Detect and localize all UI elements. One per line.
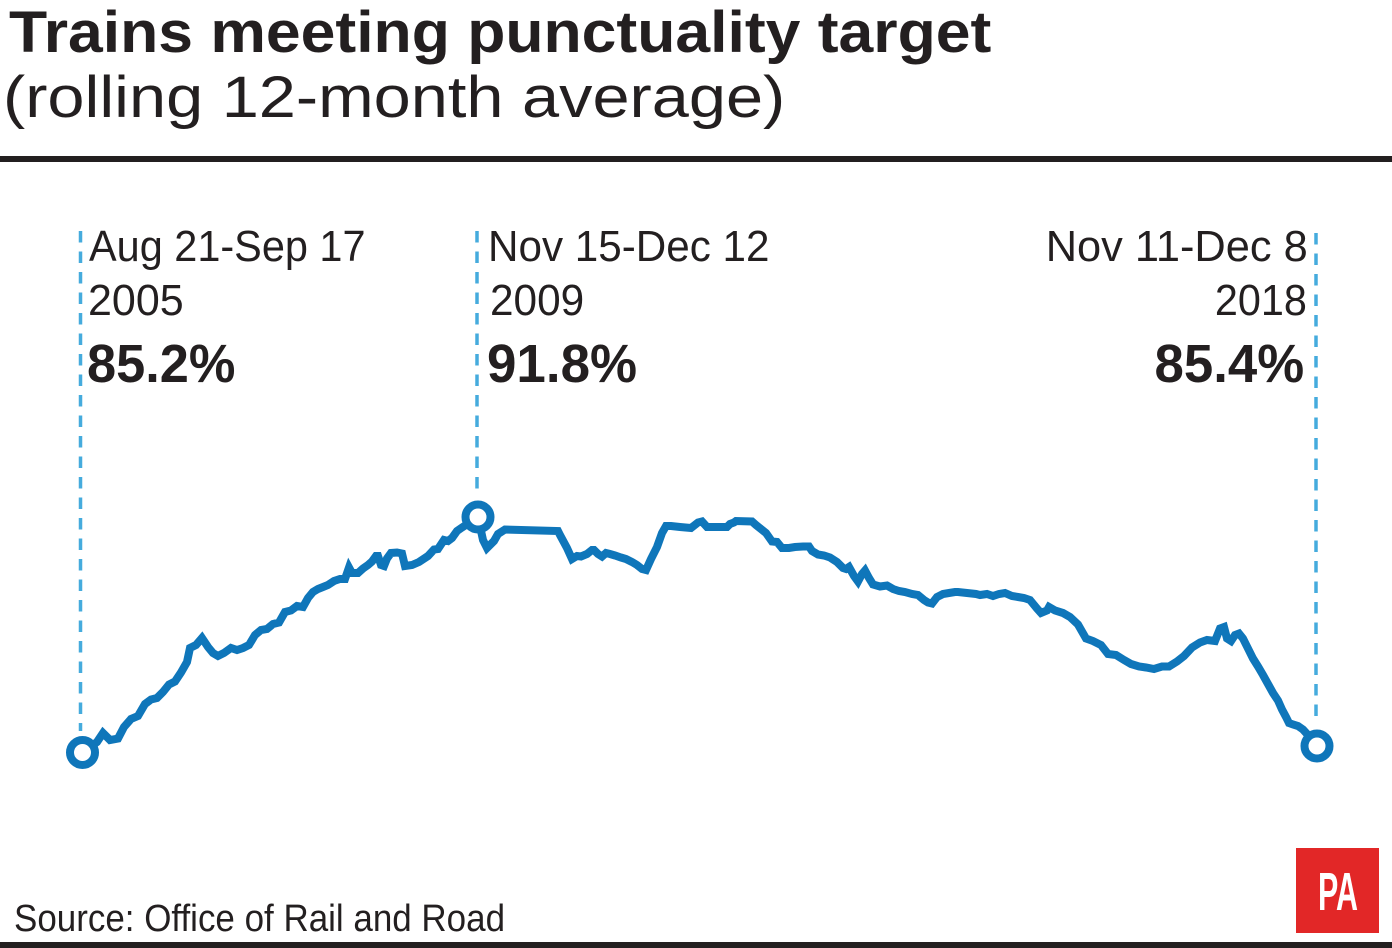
svg-text:PA: PA [1318,862,1358,922]
